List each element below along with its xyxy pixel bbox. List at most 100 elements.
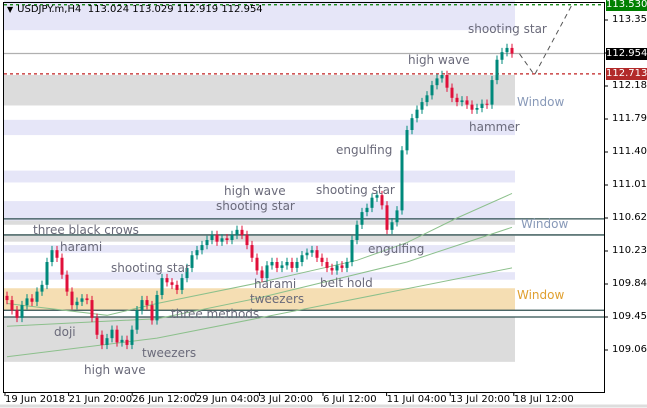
candle-body <box>230 234 234 240</box>
candle-body <box>125 339 129 345</box>
candle-body <box>420 102 424 110</box>
candle-body <box>365 207 369 213</box>
pattern-label: tweezers <box>250 292 305 306</box>
pattern-label: engulfing <box>336 143 393 157</box>
candle-body <box>45 262 49 285</box>
candle-body <box>405 130 409 151</box>
price-tick-label: 110.620 <box>612 212 647 223</box>
chart-frame <box>3 2 605 393</box>
projection-line <box>519 4 573 76</box>
candle-body <box>260 270 264 279</box>
dropdown-triangle-icon[interactable]: ▼ <box>7 5 14 14</box>
time-tick-label: 11 Jul 04:00 <box>386 394 447 405</box>
zone-band <box>4 317 515 362</box>
pattern-label: shooting star <box>468 22 547 36</box>
zone-band <box>4 245 515 253</box>
candle-body <box>500 52 504 60</box>
candle-body <box>410 118 414 130</box>
time-tick-label: 13 Jul 20:00 <box>450 394 511 405</box>
candle-body <box>70 291 74 306</box>
moving-average-line <box>6 267 513 358</box>
zone-band <box>4 75 515 106</box>
pattern-label: doji <box>54 325 76 339</box>
moving-average-line <box>6 226 513 327</box>
candle-body <box>220 238 224 242</box>
candle-body <box>5 295 9 301</box>
candle-body <box>375 195 379 198</box>
candle-body <box>190 255 194 268</box>
price-tick-label: 111.010 <box>612 179 647 190</box>
candle-body <box>475 108 479 110</box>
candle-body <box>95 317 99 335</box>
candle-body <box>65 274 69 292</box>
window-label: Window <box>517 288 565 302</box>
price-tick-label: 109.450 <box>612 311 647 322</box>
pattern-label: shooting star <box>111 261 190 275</box>
candle-body <box>510 47 514 54</box>
candle-body <box>60 257 64 275</box>
candle-body <box>495 59 499 81</box>
candle-body <box>165 278 169 283</box>
candle-body <box>50 250 54 262</box>
candle-body <box>335 265 339 271</box>
time-tick-label: 18 Jul 12:00 <box>513 394 574 405</box>
candle-body <box>275 262 279 268</box>
candle-body <box>455 97 459 103</box>
window-label: Window <box>517 95 565 109</box>
candle-body <box>55 250 59 258</box>
candle-body <box>280 265 284 268</box>
candle-body <box>170 282 174 285</box>
candle-body <box>370 197 374 208</box>
candle-body <box>90 300 94 318</box>
candle-body <box>360 212 364 225</box>
candle-body <box>315 250 319 258</box>
moving-average-line <box>6 193 513 316</box>
time-tick-label: 21 Jun 20:00 <box>68 394 133 405</box>
candle-body <box>300 255 304 262</box>
candle-body <box>40 284 44 292</box>
candle-body <box>200 245 204 251</box>
symbol-label: USDJPY.m,H4 <box>17 4 82 15</box>
candle-body <box>85 298 89 301</box>
pattern-label: harami <box>254 277 297 291</box>
candle-body <box>460 100 464 103</box>
candle-body <box>345 262 349 268</box>
price-tick-label: 109.840 <box>612 278 647 289</box>
candle-body <box>75 301 79 306</box>
candle-body <box>25 298 29 306</box>
candle-body <box>445 75 449 88</box>
candle-body <box>175 284 179 290</box>
price-tick-label: 109.060 <box>612 344 647 355</box>
candle-body <box>80 298 84 302</box>
candle-body <box>245 234 249 246</box>
zone-band <box>4 288 515 311</box>
price-tick-label: 111.790 <box>612 113 647 124</box>
chart-header: ▼ USDJPY.m,H4 113.024 113.029 112.919 112… <box>7 4 263 15</box>
candle-body <box>385 205 389 230</box>
candle-body <box>355 224 359 240</box>
candle-body <box>285 262 289 266</box>
candle-body <box>425 95 429 103</box>
candle-body <box>225 238 229 240</box>
pattern-label: high wave <box>408 53 470 67</box>
candle-body <box>155 295 159 321</box>
candle-body <box>205 240 209 246</box>
candle-body <box>250 245 254 258</box>
candle-body <box>270 262 274 266</box>
pattern-label: three black crows <box>33 223 139 237</box>
zone-band <box>4 119 515 136</box>
candle-body <box>305 252 309 256</box>
price-tick-label: 112.180 <box>612 80 647 91</box>
candle-body <box>195 250 199 256</box>
candle-body <box>330 267 334 271</box>
candle-body <box>185 267 189 279</box>
candle-body <box>290 262 294 268</box>
candle-body <box>505 47 509 53</box>
candle-body <box>430 85 434 96</box>
time-tick-label: 19 Jun 2018 <box>5 394 66 405</box>
candle-body <box>480 103 484 108</box>
candle-body <box>440 75 444 79</box>
pattern-label: high wave <box>84 363 146 377</box>
pattern-label: engulfing <box>368 242 425 256</box>
